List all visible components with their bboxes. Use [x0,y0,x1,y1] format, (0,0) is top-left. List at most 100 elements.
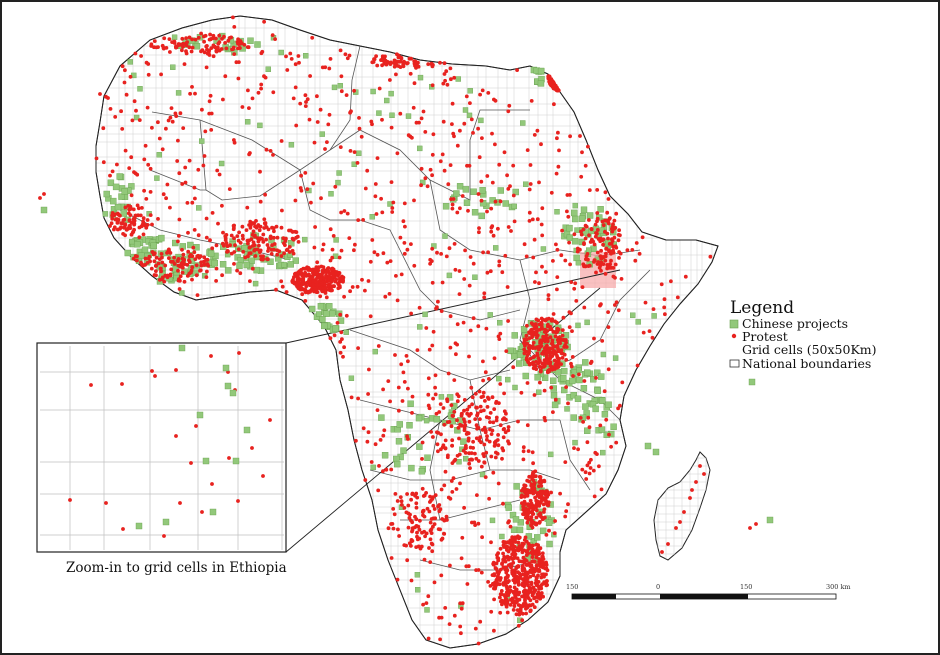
chinese-project-point [598,426,606,433]
protest-point [165,251,169,255]
protest-point [435,442,440,447]
protest-point [601,242,605,247]
protest-point [523,604,528,608]
scale-label-150-left: 150 [566,583,578,591]
protest-point [516,592,521,597]
protest-point [478,92,482,97]
protest-point [145,223,150,227]
protest-point [441,406,446,410]
protest-point [296,270,301,275]
protest-point [534,599,539,604]
chinese-project-point [596,214,603,221]
protest-point [398,111,403,116]
protest-point [589,239,594,244]
protest-point [275,252,280,257]
chinese-project-point [433,416,441,423]
protest-point [473,626,478,631]
protest-point [166,118,171,123]
chinese-project-point [550,392,558,399]
protest-point [391,526,396,531]
protest-point [308,74,312,78]
protest-point [473,417,478,421]
protest-point [428,261,432,266]
chinese-project-point [195,205,202,211]
inset-protest-point [200,510,204,514]
protest-point [517,576,522,581]
protest-point [395,499,400,503]
protest-point [344,313,349,318]
inset-project-point [222,364,230,372]
protest-point [516,570,520,575]
protest-point [497,401,501,405]
protest-point [416,544,421,549]
protest-point [505,544,509,549]
protest-point [452,75,457,80]
chinese-project-point [456,183,464,190]
protest-point [427,347,432,352]
protest-point [439,447,443,452]
protest-point [123,205,128,210]
protest-point [127,224,132,229]
protest-point [373,442,378,447]
protest-point [405,247,410,252]
protest-point [506,187,511,191]
protest-point [303,171,308,175]
protest-point [450,413,455,418]
protest-point [129,232,134,237]
protest-point [259,86,263,91]
protest-point [537,328,542,332]
chinese-project-point [512,384,518,391]
inset-protest-point [237,351,241,355]
chinese-project-point [418,468,426,475]
protest-point [284,54,288,59]
protest-point [315,260,320,265]
protest-point [414,501,419,506]
protest-point [187,35,192,40]
protest-point [430,280,435,285]
protest-point [196,35,201,40]
protest-point [552,531,557,536]
chinese-project-point [137,252,145,259]
chinese-project-point [127,59,133,65]
protest-point [152,259,157,264]
protest-point [205,44,209,48]
protest-point [310,275,314,280]
protest-point [606,310,610,314]
protest-point [450,206,455,211]
protest-point [315,120,320,124]
protest-point [587,188,592,193]
protest-point [606,219,610,223]
protest-point [605,210,610,215]
protest-point [553,334,558,339]
chinese-project-point [207,250,215,257]
protest-point [522,486,527,490]
protest-point [574,299,579,303]
protest-point [146,72,151,77]
protest-point [516,540,521,545]
protest-point [450,101,455,106]
protest-point [435,430,439,435]
protest-point [608,216,612,221]
protest-point [520,550,525,555]
protest-point [477,226,481,231]
protest-point [480,136,484,141]
protest-point [357,116,361,120]
protest-point [456,426,461,430]
protest-point [583,163,588,168]
inset-protest-point [209,354,213,358]
protest-point [191,245,196,250]
protest-point [429,259,434,263]
inset-protest-point [174,368,178,372]
protest-point [564,345,569,349]
protest-point [610,226,614,231]
protest-point [539,341,544,345]
protest-point [439,432,443,437]
protest-point [524,254,529,259]
protest-point [168,50,172,54]
protest-point [399,272,404,277]
protest-point [192,185,197,190]
scale-label-150-right: 150 [740,583,752,591]
protest-point [698,464,702,468]
protest-point [230,47,234,52]
protest-point [352,88,356,93]
